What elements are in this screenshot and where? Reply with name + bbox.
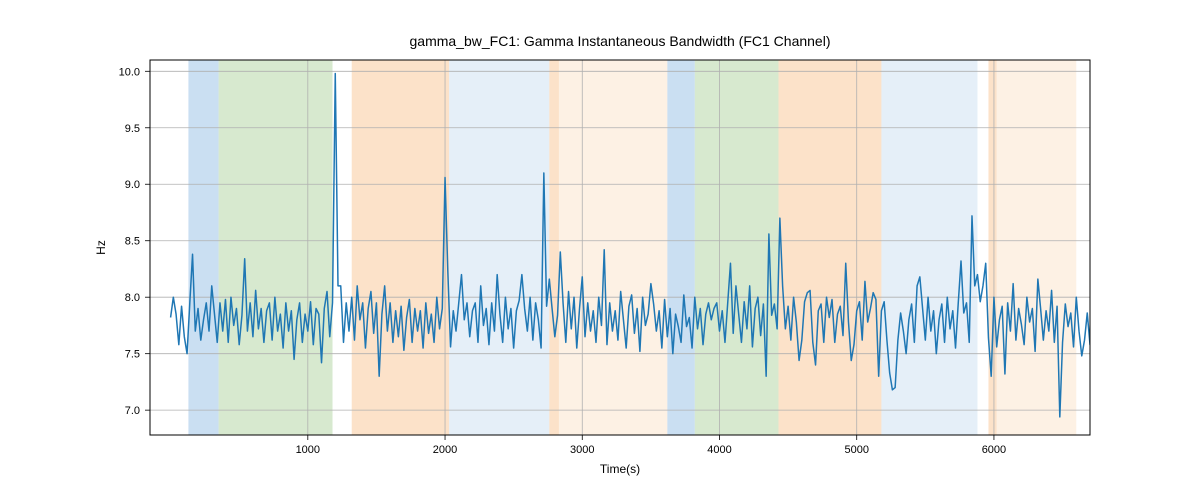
band-5 xyxy=(559,60,667,435)
band-7 xyxy=(695,60,779,435)
band-11 xyxy=(997,60,1077,435)
ytick-label: 7.0 xyxy=(125,405,140,417)
chart-container: 1000 2000 3000 4000 5000 6000 7.0 7.5 8.0 8.5 9.0 9… xyxy=(0,0,1200,500)
xtick-label: 2000 xyxy=(433,444,457,456)
ytick-label: 10.0 xyxy=(119,66,140,78)
band-6 xyxy=(667,60,694,435)
band-1 xyxy=(219,60,333,435)
band-2 xyxy=(352,60,449,435)
band-10 xyxy=(988,60,996,435)
xtick-label: 4000 xyxy=(707,444,731,456)
band-8 xyxy=(778,60,881,435)
ytick-label: 7.5 xyxy=(125,349,140,361)
bands xyxy=(188,60,1076,435)
xtick-label: 5000 xyxy=(844,444,868,456)
band-3 xyxy=(449,60,549,435)
ytick-label: 9.0 xyxy=(125,179,140,191)
ytick-label: 9.5 xyxy=(125,123,140,135)
band-0 xyxy=(188,60,218,435)
line-chart: 1000 2000 3000 4000 5000 6000 7.0 7.5 8.0 8.5 9.0 9… xyxy=(0,0,1200,500)
x-axis-label: Time(s) xyxy=(600,462,640,476)
y-axis-label: Hz xyxy=(94,240,108,255)
ytick-label: 8.5 xyxy=(125,236,140,248)
xtick-label: 6000 xyxy=(982,444,1006,456)
xtick-label: 1000 xyxy=(296,444,320,456)
xtick-label: 3000 xyxy=(570,444,594,456)
chart-title: gamma_bw_FC1: Gamma Instantaneous Bandwi… xyxy=(410,33,831,49)
band-4 xyxy=(549,60,559,435)
ytick-label: 8.0 xyxy=(125,292,140,304)
